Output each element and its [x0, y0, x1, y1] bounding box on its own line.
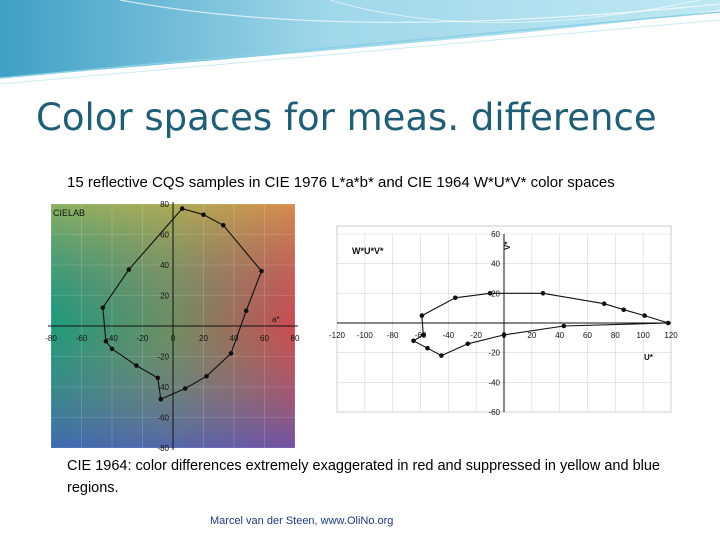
wuv-ylabel: V* — [503, 241, 512, 250]
y-tick-label: 40 — [491, 260, 500, 269]
slide-title: Color spaces for meas. difference — [36, 96, 657, 139]
data-point — [487, 291, 493, 296]
x-tick-label: 0 — [171, 334, 176, 343]
y-tick-label: -60 — [157, 414, 169, 423]
data-point — [221, 223, 226, 228]
y-tick-label: -60 — [488, 408, 500, 416]
data-point — [501, 332, 507, 338]
y-tick-label: -40 — [488, 378, 500, 387]
x-tick-label: 80 — [611, 331, 620, 340]
header-banner — [0, 0, 720, 85]
x-tick-label: -20 — [137, 334, 149, 343]
data-point — [601, 301, 607, 306]
data-point — [179, 206, 185, 211]
wuv-series-line — [412, 292, 669, 357]
wuv-points — [411, 291, 671, 358]
slide-subtitle: 15 reflective CQS samples in CIE 1976 L*… — [67, 174, 615, 191]
data-point — [642, 313, 647, 318]
cielab-tick-labels: -80 -60 -40 -20 0 20 40 60 80 -80 -60 -40 -20 20 40 60 8… — [45, 200, 300, 452]
x-tick-label: -60 — [415, 331, 427, 340]
y-tick-label: -80 — [157, 444, 169, 452]
data-point — [540, 291, 546, 296]
data-point — [134, 363, 139, 368]
y-tick-label: 80 — [160, 200, 169, 209]
wuv-axes — [337, 234, 671, 412]
x-tick-label: 20 — [199, 334, 208, 343]
cielab-title: CIELAB — [53, 208, 85, 218]
cielab-series-line — [102, 208, 263, 400]
data-point — [182, 386, 188, 391]
x-tick-label: 60 — [260, 334, 269, 343]
x-tick-label: -100 — [357, 331, 374, 340]
data-point — [228, 351, 234, 356]
x-tick-label: 60 — [583, 331, 592, 340]
cielab-axes — [48, 202, 298, 450]
data-point — [100, 305, 106, 310]
wuv-tick-labels: -120-100-80-60-40-20020406080100120-60-4… — [329, 230, 678, 416]
slide-caption: CIE 1964: color differences extremely ex… — [67, 458, 660, 496]
wuv-xlabel: U* — [644, 353, 654, 362]
y-tick-label: 40 — [160, 261, 169, 270]
x-tick-label: -120 — [329, 331, 346, 340]
cielab-points — [100, 206, 264, 402]
y-tick-label: 60 — [491, 230, 500, 239]
x-tick-label: 80 — [291, 334, 300, 343]
data-point — [439, 353, 444, 358]
x-tick-label: -80 — [45, 334, 57, 343]
y-tick-label: -20 — [157, 353, 169, 362]
x-tick-label: 120 — [664, 331, 678, 340]
x-tick-label: 40 — [555, 331, 564, 340]
x-tick-label: -60 — [76, 334, 88, 343]
data-point — [425, 345, 430, 351]
data-point — [155, 375, 161, 381]
data-point — [621, 307, 626, 312]
x-tick-label: -80 — [387, 331, 399, 340]
data-point — [204, 374, 209, 379]
y-tick-label: -20 — [488, 349, 500, 358]
data-point — [453, 295, 458, 301]
y-tick-label: 60 — [160, 231, 169, 240]
cielab-chart: -80 -60 -40 -20 0 20 40 60 80 -80 -60 -40 -20 20 40 60 8… — [45, 200, 300, 452]
x-tick-label: -40 — [443, 331, 455, 340]
data-point — [561, 323, 567, 329]
x-tick-label: -20 — [470, 331, 482, 340]
data-point — [103, 339, 109, 344]
data-point — [465, 341, 471, 347]
data-point — [665, 320, 671, 326]
data-point — [259, 268, 264, 274]
data-point — [109, 346, 115, 352]
x-tick-label: 100 — [636, 331, 650, 340]
footer-credit: Marcel van der Steen, www.OliNo.org — [210, 515, 394, 527]
y-tick-label: -40 — [157, 383, 169, 392]
data-point — [411, 338, 416, 344]
data-point — [243, 308, 249, 314]
y-tick-label: 20 — [160, 292, 169, 301]
wuv-title: W*U*V* — [352, 246, 384, 256]
data-point — [201, 212, 206, 217]
x-tick-label: 40 — [230, 334, 239, 343]
wuv-chart: -120-100-80-60-40-20020406080100120-60-4… — [329, 225, 678, 416]
x-tick-label: -40 — [106, 334, 118, 343]
data-point — [419, 313, 425, 318]
x-tick-label: 20 — [527, 331, 536, 340]
data-point — [126, 267, 132, 272]
data-point — [158, 396, 164, 402]
cielab-xlabel: a* — [272, 315, 280, 324]
data-point — [421, 332, 426, 338]
